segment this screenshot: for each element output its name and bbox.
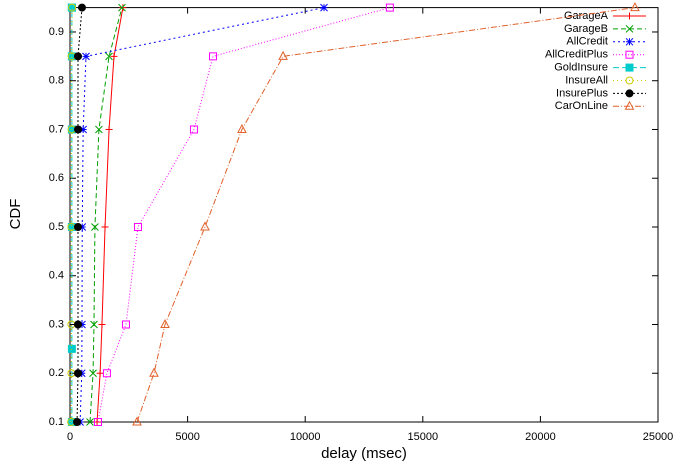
legend-marker [625, 25, 634, 33]
y-tick-label: 0.3 [49, 318, 64, 330]
marker [385, 3, 394, 12]
x-tick-label: 10000 [290, 431, 321, 443]
y-tick-label: 0.2 [49, 367, 64, 379]
legend-marker [625, 37, 634, 46]
y-tick-label: 0.7 [49, 123, 64, 135]
marker [68, 3, 77, 12]
legend-label: GoldInsure [554, 62, 608, 74]
marker [73, 418, 82, 426]
marker [630, 2, 640, 12]
marker [93, 418, 102, 426]
series-line [76, 7, 83, 423]
marker [73, 369, 82, 378]
legend-marker [625, 89, 634, 98]
plot-frame [69, 7, 659, 423]
series-line [70, 7, 73, 423]
legend-label: InsurePlus [556, 87, 608, 99]
marker [133, 222, 142, 231]
marker [105, 52, 113, 61]
marker [121, 320, 130, 329]
marker [79, 125, 88, 134]
y-tick-label: 0.8 [49, 75, 64, 87]
marker [98, 320, 106, 328]
marker [90, 320, 98, 329]
marker [105, 125, 113, 133]
x-tick-label: 15000 [408, 431, 439, 443]
legend-label: CarOnLine [555, 100, 608, 112]
marker [73, 222, 82, 231]
marker [189, 125, 198, 134]
marker [96, 369, 104, 377]
marker [73, 320, 82, 329]
y-tick-label: 0.1 [49, 416, 64, 428]
series-line [97, 7, 391, 423]
marker [278, 50, 288, 60]
marker [132, 416, 142, 426]
y-tick-label: 0.5 [49, 221, 64, 233]
marker [160, 318, 170, 328]
marker [67, 344, 76, 353]
marker [200, 221, 210, 231]
marker [91, 223, 99, 231]
marker [118, 3, 126, 12]
marker [73, 52, 82, 61]
marker [73, 125, 82, 134]
series-line [79, 7, 325, 423]
legend-marker [626, 12, 633, 20]
marker [89, 369, 97, 378]
x-axis-title: delay (msec) [321, 445, 407, 462]
legend-label: InsureAll [565, 74, 608, 86]
y-tick-label: 0.6 [49, 172, 64, 184]
marker [102, 369, 111, 378]
legend-label: AllCredit [566, 36, 608, 48]
y-tick-label: 0.4 [49, 270, 64, 282]
legend-marker [625, 76, 634, 85]
marker [95, 125, 103, 134]
marker [320, 3, 328, 12]
marker [101, 223, 109, 231]
series-line [136, 7, 636, 423]
marker [237, 123, 247, 133]
marker [82, 52, 90, 61]
legend-marker [625, 63, 634, 72]
x-tick-label: 5000 [175, 431, 199, 443]
marker [86, 418, 94, 426]
x-tick-label: 0 [67, 431, 73, 443]
marker [77, 3, 86, 12]
marker [78, 223, 87, 231]
legend-label: GarageB [564, 23, 608, 35]
series-line [96, 7, 124, 423]
legend-label: AllCreditPlus [545, 49, 608, 61]
x-tick-label: 20000 [525, 431, 556, 443]
x-tick-label: 25000 [643, 431, 673, 443]
marker [110, 52, 118, 60]
y-tick-label: 0.9 [49, 26, 64, 38]
legend-marker [625, 50, 634, 59]
y-axis-title: CDF [7, 199, 24, 230]
legend-marker [624, 100, 635, 110]
marker [149, 367, 159, 377]
marker [119, 4, 127, 12]
marker [209, 52, 218, 61]
